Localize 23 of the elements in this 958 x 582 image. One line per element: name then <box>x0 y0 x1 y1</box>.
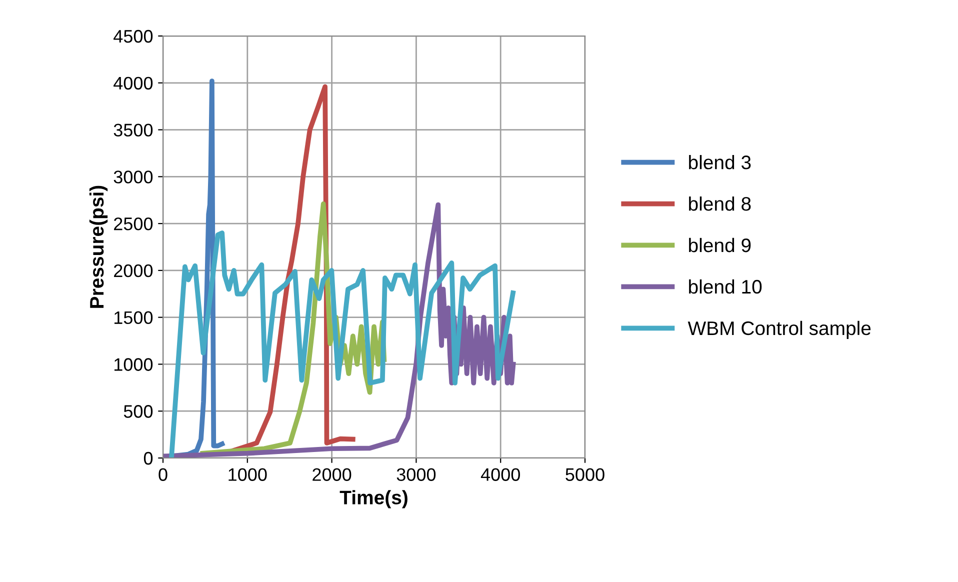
y-tick-label: 1500 <box>114 311 153 324</box>
x-tick-label: 1000 <box>228 468 267 481</box>
x-tick-label: 2000 <box>312 468 352 481</box>
y-tick-label: 4500 <box>114 30 153 43</box>
legend-label: WBM Control sample <box>688 320 871 339</box>
legend-label: blend 8 <box>689 196 751 211</box>
x-axis-title: Time(s) <box>340 490 408 508</box>
y-tick-label: 0 <box>144 452 153 465</box>
x-tick-label: 4000 <box>480 468 520 481</box>
y-tick-label: 1000 <box>114 358 153 371</box>
legend-label: blend 9 <box>689 238 751 252</box>
x-tick-label: 3000 <box>396 468 436 481</box>
x-tick-label: 5000 <box>566 468 604 481</box>
legend-label: blend 3 <box>689 155 751 170</box>
y-tick-label: 4000 <box>114 76 153 90</box>
y-axis-title: Pressure(psi) <box>89 186 108 308</box>
y-tick-label: 2000 <box>114 264 153 278</box>
y-tick-label: 500 <box>124 405 153 418</box>
legend-label: blend 10 <box>689 279 762 294</box>
y-tick-label: 3000 <box>114 170 153 184</box>
y-tick-label: 2500 <box>114 217 153 230</box>
x-tick-label: 0 <box>158 468 168 481</box>
y-tick-label: 3500 <box>114 124 153 136</box>
